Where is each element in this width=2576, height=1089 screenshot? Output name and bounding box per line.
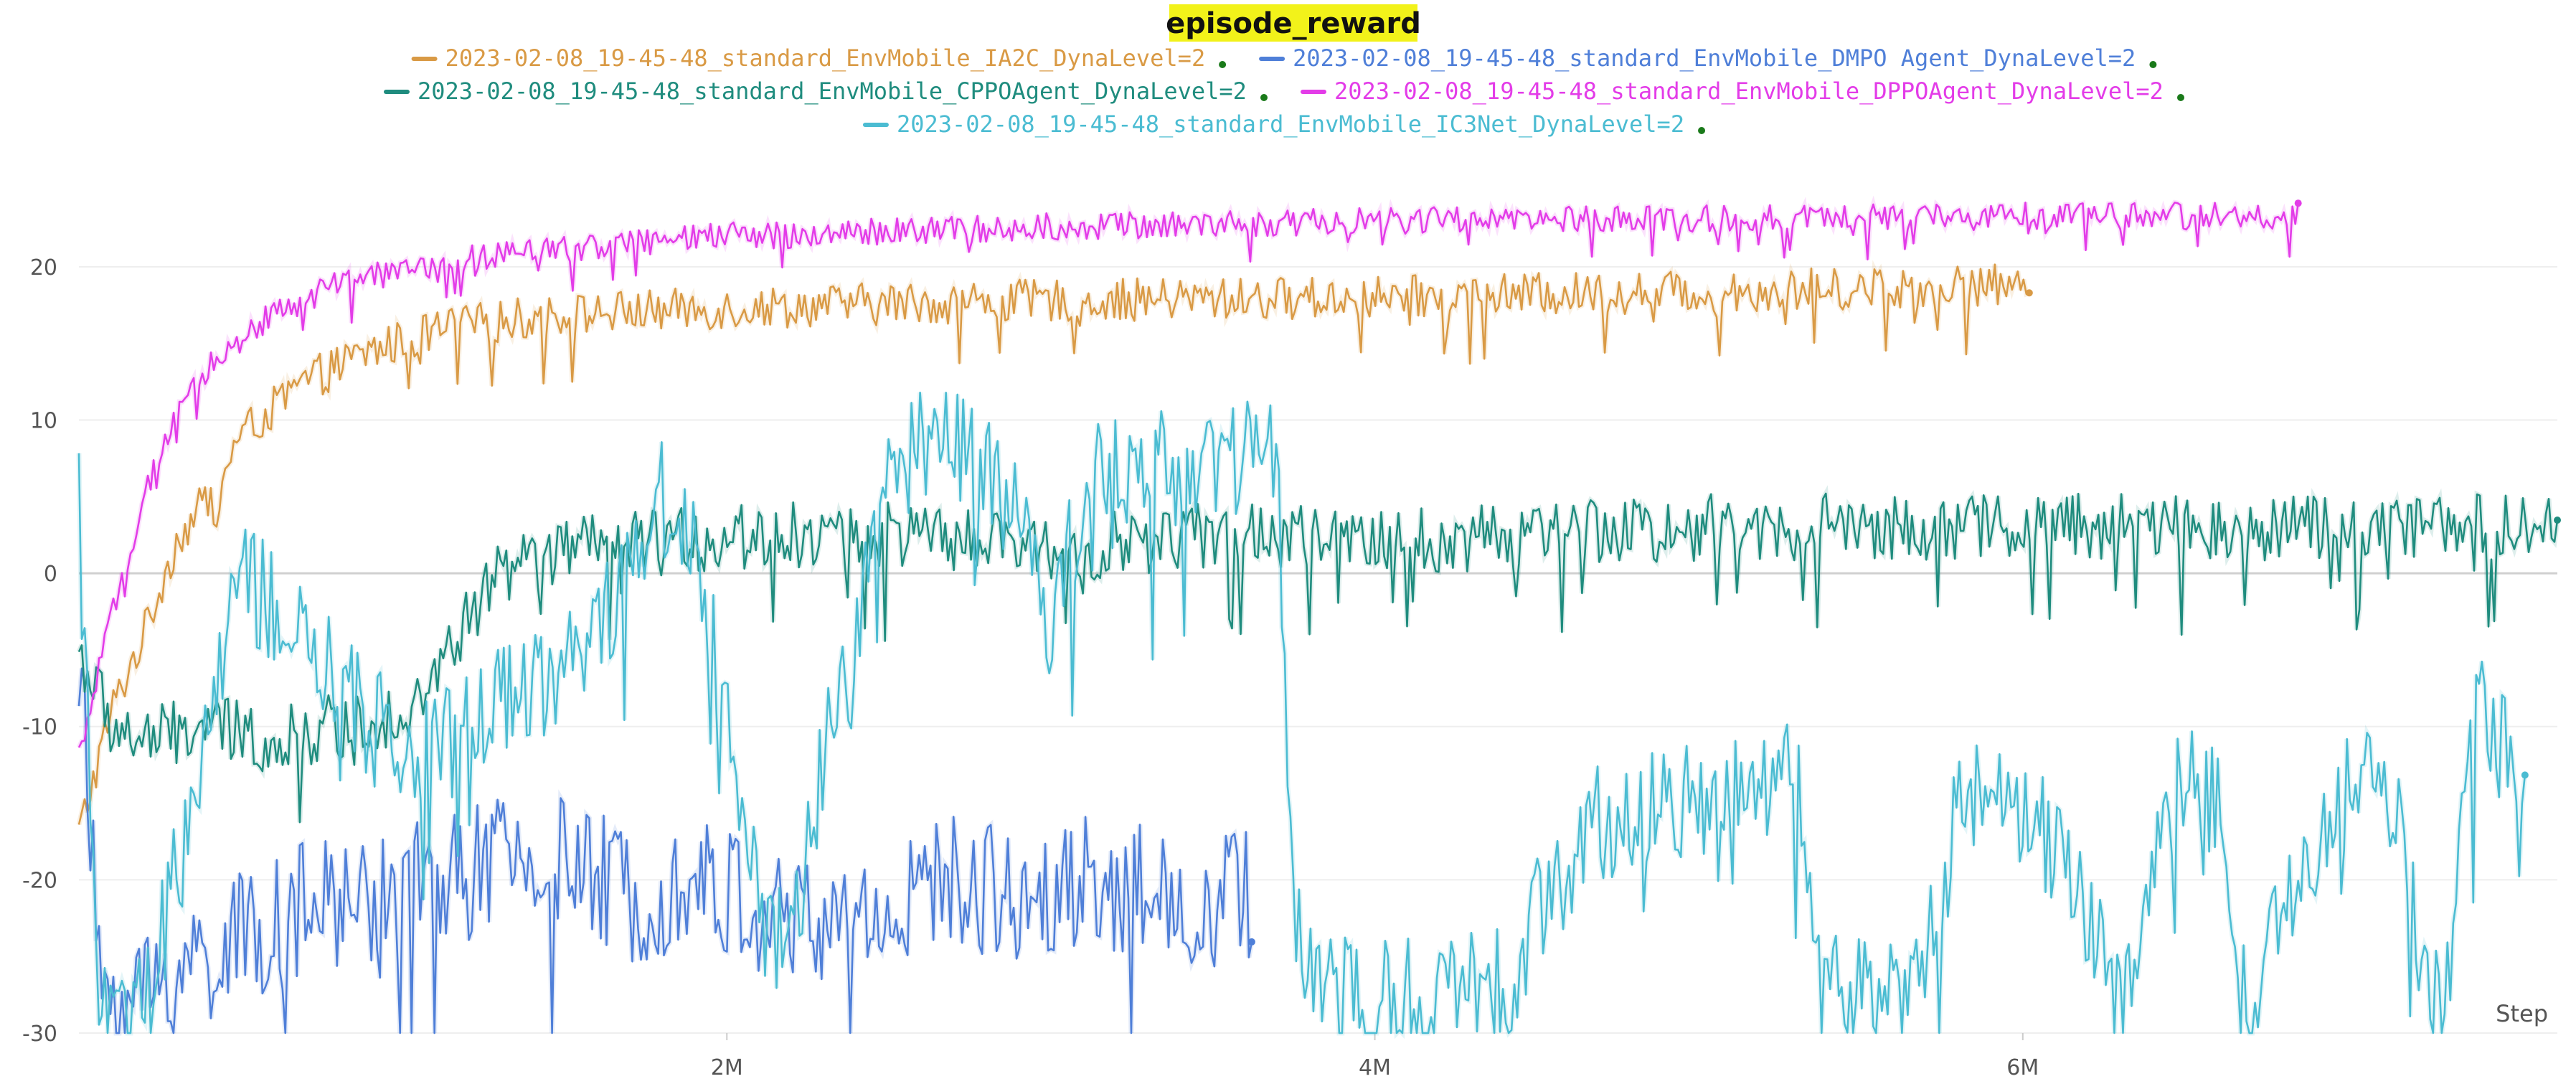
series-layer: [76, 195, 2561, 1040]
x-axis-label: Step: [2496, 1000, 2548, 1027]
series-group: [76, 260, 2033, 826]
series-end-point: [2521, 771, 2529, 779]
y-tick-label: 20: [30, 255, 57, 280]
y-tick-label: -10: [22, 715, 57, 740]
series-line: [77, 202, 2299, 748]
title-highlight: [1169, 4, 1417, 42]
chart-title: episode_reward: [1166, 7, 1421, 40]
legend-entry: 2023-02-08_19-45-48_standard_EnvMobile_C…: [417, 77, 1247, 105]
y-tick-label: -20: [22, 868, 57, 893]
legend-entry: 2023-02-08_19-45-48_standard_EnvMobile_I…: [897, 110, 1684, 138]
legend-run-indicator: [2149, 61, 2157, 68]
y-tick-label: 0: [44, 562, 57, 587]
legend-entry: 2023-02-08_19-45-48_standard_EnvMobile_D…: [1334, 77, 2164, 105]
series-end-point: [2025, 289, 2033, 297]
series-shadow: [76, 668, 1255, 1036]
x-tick-label: 2M: [711, 1055, 743, 1080]
axes: Step: [2496, 1000, 2548, 1027]
x-tick-label: 4M: [1359, 1055, 1391, 1080]
series-shadow: [76, 392, 2528, 1040]
title-group: episode_reward: [1166, 4, 1421, 42]
legend: 2023-02-08_19-45-48_standard_EnvMobile_I…: [384, 44, 2184, 138]
y-tick-label: -30: [22, 1022, 57, 1047]
legend-entry: 2023-02-08_19-45-48_standard_EnvMobile_I…: [445, 44, 1206, 72]
series-group: [76, 195, 2302, 749]
grid: 20 10 0 -10 -20 -30 2M 4M 6M: [22, 255, 2557, 1080]
series-group: [76, 391, 2529, 1040]
series-group: [76, 667, 1255, 1036]
legend-entry: 2023-02-08_19-45-48_standard_EnvMobile_D…: [1293, 44, 2136, 72]
series-end-point: [2554, 516, 2561, 524]
series-end-point: [2294, 199, 2302, 207]
x-tick-label: 6M: [2006, 1055, 2039, 1080]
series-end-point: [1247, 938, 1255, 946]
legend-run-indicator: [1698, 127, 1706, 134]
legend-run-indicator: [2177, 94, 2184, 101]
series-line: [77, 391, 2527, 1034]
series-line: [77, 667, 1253, 1034]
series-line: [77, 492, 2559, 824]
series-group: [76, 485, 2561, 824]
series-line: [77, 263, 2030, 825]
legend-run-indicator: [1219, 61, 1227, 68]
y-tick-label: 10: [30, 408, 57, 433]
legend-run-indicator: [1260, 94, 1268, 101]
